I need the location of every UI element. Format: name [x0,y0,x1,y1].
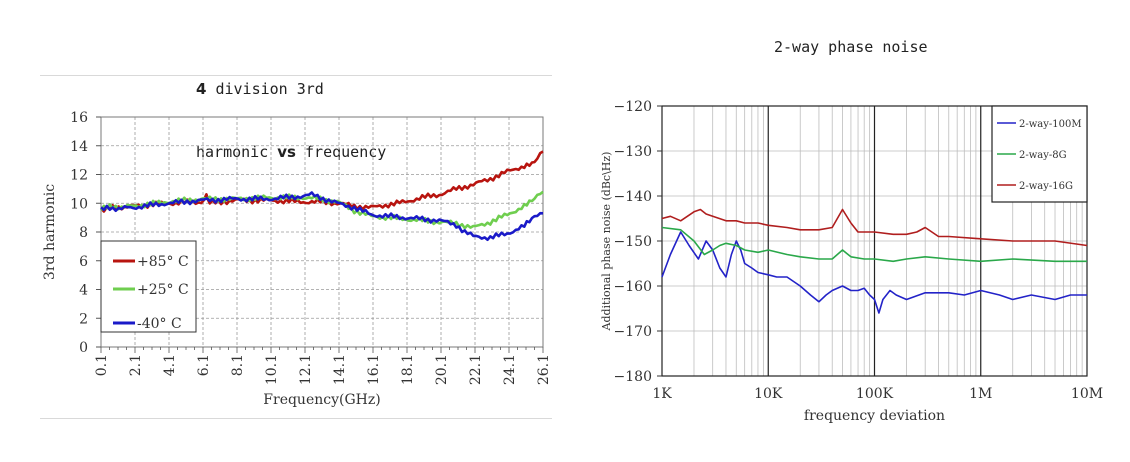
y-tick-label: 12 [70,168,88,184]
legend-label-3: -40° C [137,316,182,332]
y-axis-label: 3rd harmonic [42,184,58,280]
y-tick-label: 0 [79,340,88,356]
x-tick-label: 16.1 [366,354,382,385]
legend-label-2: +25° C [137,282,189,298]
chart2-title: 2-way phase noise [774,38,928,56]
chart1-title: 4 division 3rd harmonic vs frequency [196,37,386,184]
x-tick-label: 12.1 [298,354,314,385]
chart1-title-line1: division 3rd [215,80,324,98]
y-tick-label: 14 [70,139,88,155]
legend-label-1: +85° C [137,254,189,270]
x-tick-label: 20.1 [434,354,450,385]
x-tick-label: 10.1 [264,354,280,385]
x-tick-label: 4.1 [162,354,178,376]
x-tick-label: 2.1 [128,354,144,376]
x-tick-label: 24.1 [502,354,518,385]
chart1-title-line2b: vs [277,143,296,161]
chart1-legend: +85° C +25° C -40° C [100,240,197,333]
y-tick-label: 4 [79,283,88,299]
chart1-title-prefix: 4 [196,80,207,98]
x-tick-label: 18.1 [400,354,416,385]
chart1-bottom-rule [40,418,552,419]
chart1-title-line2a: harmonic [196,143,278,161]
legend-box [100,240,197,333]
chart1-top-rule [40,75,552,76]
y-tick-label: 10 [70,196,88,212]
y-tick-label: 16 [70,110,88,126]
x-tick-label: 0.1 [94,354,110,376]
x-tick-label: 26.1 [536,354,552,385]
x-tick-label: 6.1 [196,354,212,376]
chart1-title-line2c: frequency [305,143,387,161]
x-tick-label: 8.1 [230,354,246,376]
y-tick-label: 6 [79,254,88,270]
y-tick-label: 8 [79,225,88,241]
x-axis-label: Frequency(GHz) [263,392,380,408]
y-tick-label: 2 [79,311,88,327]
series-line-3 [100,191,544,242]
x-tick-label: 14.1 [332,354,348,385]
x-tick-label: 22.1 [468,354,484,385]
